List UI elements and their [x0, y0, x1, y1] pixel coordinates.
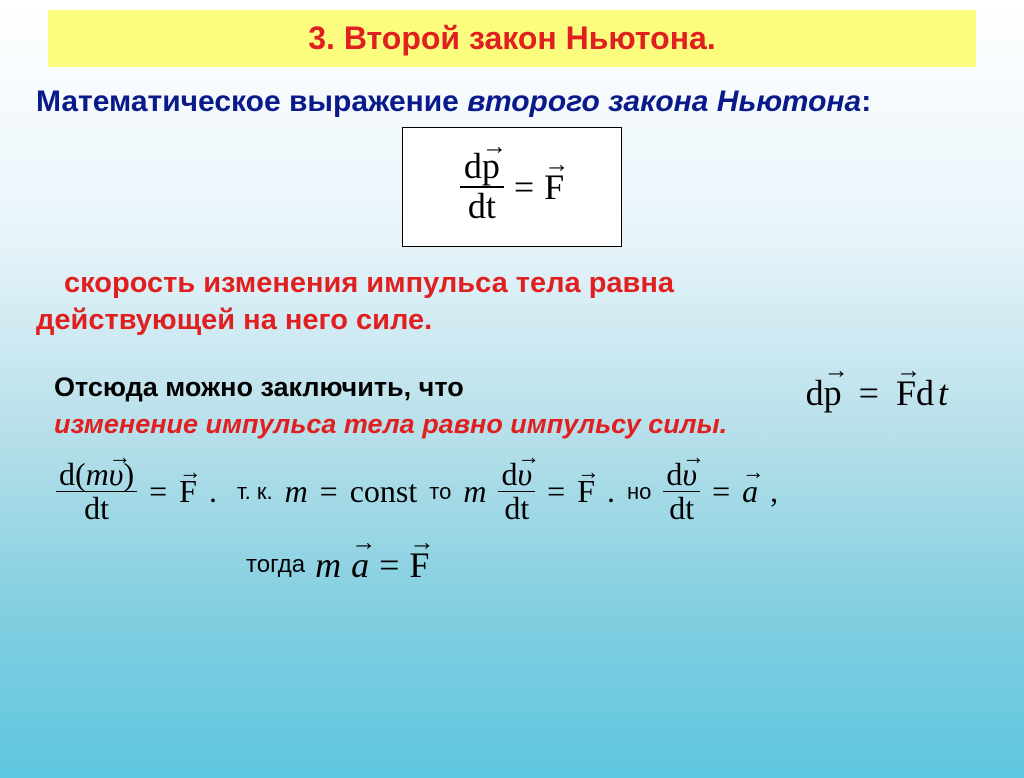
- side-formula: d→p = →Fdt: [806, 372, 988, 414]
- m3: m: [86, 456, 109, 492]
- frac-dv-dt-1: d→υ dt: [498, 458, 535, 526]
- intro-italic: второго закона Ньютона: [467, 85, 861, 118]
- law-line1: скорость изменения импульса тела равна: [64, 267, 674, 299]
- force-vector: →F: [544, 166, 564, 208]
- eq6: =: [712, 473, 730, 510]
- p-vector: →p: [482, 148, 500, 186]
- eq-final: =: [379, 544, 399, 586]
- v-vec3: →υ: [682, 458, 697, 492]
- conclude-text: Отсюда можно заключить, что: [54, 372, 806, 403]
- no-label: но: [627, 479, 651, 505]
- m-eq: m: [285, 473, 308, 510]
- to-label: то: [429, 479, 451, 505]
- togda-label: тогда: [246, 551, 305, 579]
- impulse-statement: изменение импульса тела равно импульсу с…: [54, 409, 806, 440]
- m-final: m: [315, 544, 341, 586]
- t2: t: [938, 373, 948, 413]
- slide-content: Математическое выражение второго закона …: [0, 67, 1024, 586]
- eq5: =: [547, 473, 565, 510]
- frac-dmv-dt: d(m→υ) dt: [56, 458, 137, 526]
- eq2: =: [859, 373, 879, 413]
- intro-colon: :: [861, 85, 871, 118]
- m4: m: [463, 473, 486, 510]
- dt-den3: dt: [666, 492, 697, 526]
- d-symbol: d: [464, 146, 482, 186]
- intro-text: Математическое выражение второго закона …: [36, 83, 988, 121]
- equals-sign: =: [514, 166, 534, 208]
- d1: d: [806, 373, 824, 413]
- v-vec: →υ: [109, 458, 124, 492]
- d4: d: [501, 456, 517, 492]
- a-vec-final: →a: [351, 544, 369, 586]
- law-statement: скорость изменения импульса тела равна д…: [36, 265, 988, 340]
- law-line2: действующей на него силе.: [36, 304, 432, 336]
- main-formula-fraction: d→p dt: [460, 148, 504, 226]
- eq4: =: [320, 473, 338, 510]
- derivation-row: d(m→υ) dt = →F. т. к. m = const то m d→υ…: [36, 458, 988, 526]
- v-vec2: →υ: [517, 458, 532, 492]
- eq3: =: [149, 473, 167, 510]
- F-vec3: →F: [179, 473, 197, 510]
- conclude-row: Отсюда можно заключить, что изменение им…: [36, 372, 988, 440]
- comma: ,: [770, 473, 778, 510]
- d3: d: [59, 456, 75, 492]
- main-formula-box: d→p dt = →F: [402, 127, 622, 247]
- F-vec-final: →F: [409, 544, 429, 586]
- dt-den1: dt: [81, 492, 112, 526]
- intro-plain: Математическое выражение: [36, 85, 467, 118]
- p-vec2: →p: [824, 372, 842, 414]
- frac-dv-dt-2: d→υ dt: [663, 458, 700, 526]
- a-vec: →a: [742, 473, 758, 510]
- conclude-block: Отсюда можно заключить, что изменение им…: [36, 372, 806, 440]
- final-formula-row: тогда m→a = →F: [36, 544, 988, 586]
- dt-den2: dt: [501, 492, 532, 526]
- tk-label: т. к.: [237, 479, 273, 505]
- F-vec4: →F: [577, 473, 595, 510]
- dot2: .: [607, 473, 615, 510]
- dt-denom: dt: [464, 188, 500, 226]
- slide-title: 3. Второй закон Ньютона.: [48, 10, 976, 67]
- F-vec2: →F: [896, 372, 916, 414]
- dot1: .: [209, 473, 217, 510]
- const-text: const: [350, 473, 418, 510]
- d5: d: [666, 456, 682, 492]
